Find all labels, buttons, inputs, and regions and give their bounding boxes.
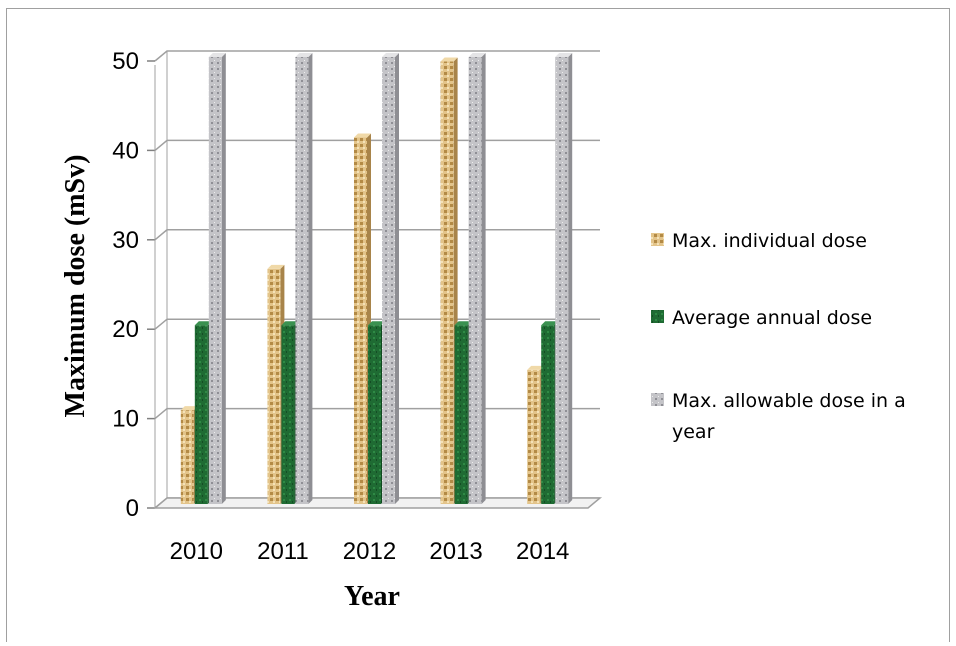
chart-frame (6, 8, 950, 642)
legend-item: Max. individual dose (651, 230, 867, 252)
legend-swatch (651, 233, 664, 246)
y-tick-labels: 0 10 20 30 40 50 (112, 48, 139, 522)
y-tick-label: 30 (112, 227, 139, 254)
gridlines (147, 50, 603, 509)
legend-label: Max. individual dose (672, 230, 867, 252)
y-tick-label: 10 (112, 406, 139, 433)
gridline (154, 50, 600, 62)
y-tick-label: 50 (112, 48, 139, 75)
legend-item: Max. allowable dose in a year (651, 390, 906, 443)
legend-swatch (651, 310, 664, 323)
legend-label: Average annual dose (672, 307, 872, 329)
bar (555, 53, 573, 504)
legend: Max. individual dose Average annual dose M… (651, 230, 906, 443)
x-tick-label: 2011 (257, 538, 309, 565)
x-tick-label: 2012 (343, 538, 396, 565)
bar (468, 53, 486, 504)
bar (382, 53, 399, 504)
x-tick-label: 2010 (170, 538, 223, 565)
legend-label: Max. allowable dose in a (672, 390, 906, 412)
y-tick-label: 40 (112, 137, 139, 164)
x-axis-title: Year (344, 581, 400, 612)
x-tick-labels: 2010 2011 2012 2013 2014 (170, 538, 570, 565)
legend-label: year (672, 421, 715, 443)
bar (208, 53, 226, 504)
legend-swatch (651, 393, 664, 406)
bar (295, 53, 313, 504)
y-tick-label: 0 (126, 495, 139, 522)
x-tick-label: 2014 (516, 538, 569, 565)
legend-item: Average annual dose (651, 307, 872, 329)
y-axis-title: Maximum dose (mSv) (60, 155, 91, 418)
x-tick-label: 2013 (429, 538, 482, 565)
bars (180, 53, 573, 504)
y-tick-label: 20 (112, 316, 139, 343)
